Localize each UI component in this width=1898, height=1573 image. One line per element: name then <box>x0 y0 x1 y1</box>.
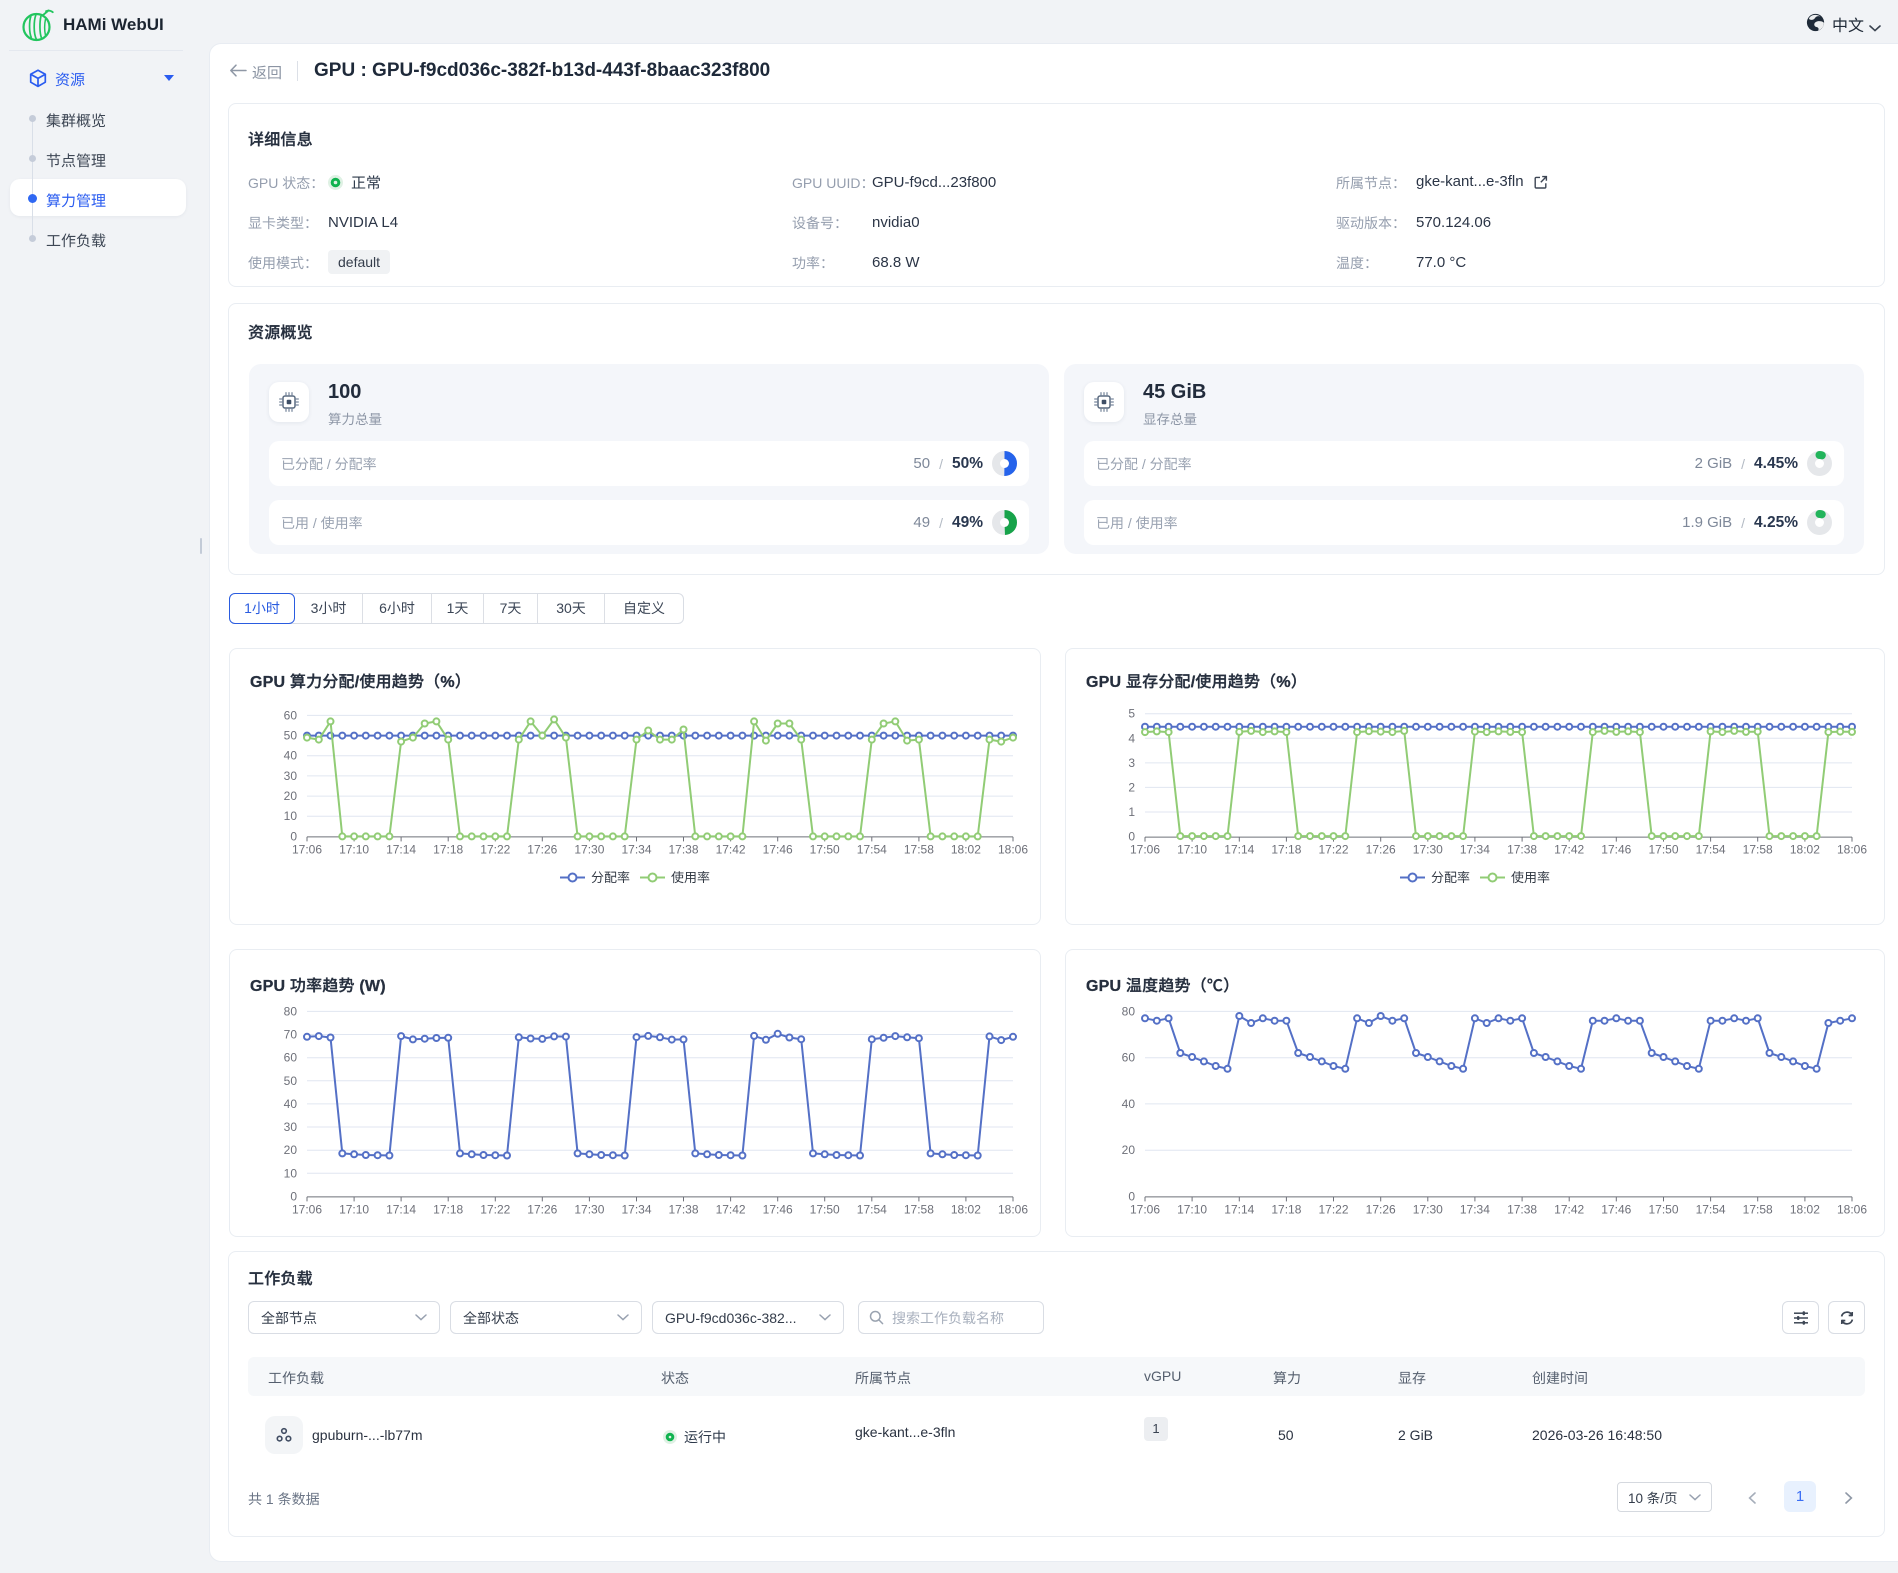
svg-text:20: 20 <box>284 789 298 803</box>
svg-text:0: 0 <box>290 829 297 843</box>
svg-text:使用率: 使用率 <box>1511 870 1550 885</box>
svg-text:17:54: 17:54 <box>1696 1202 1726 1216</box>
svg-text:17:06: 17:06 <box>292 1202 322 1216</box>
svg-text:17:46: 17:46 <box>763 1202 793 1216</box>
svg-text:30: 30 <box>284 1120 298 1134</box>
svg-text:17:30: 17:30 <box>574 1202 604 1216</box>
svg-text:分配率: 分配率 <box>591 870 630 885</box>
svg-text:17:22: 17:22 <box>480 1202 510 1216</box>
svg-text:17:10: 17:10 <box>339 842 369 856</box>
svg-text:17:30: 17:30 <box>1413 843 1443 857</box>
svg-text:17:42: 17:42 <box>716 842 746 856</box>
svg-text:17:46: 17:46 <box>1601 843 1631 857</box>
svg-text:17:26: 17:26 <box>1366 1202 1396 1216</box>
svg-text:50: 50 <box>284 729 298 743</box>
svg-text:18:06: 18:06 <box>998 1202 1028 1216</box>
svg-text:17:06: 17:06 <box>1130 843 1160 857</box>
svg-text:17:38: 17:38 <box>1507 843 1537 857</box>
svg-text:17:42: 17:42 <box>1554 843 1584 857</box>
svg-text:使用率: 使用率 <box>671 870 710 885</box>
svg-text:17:18: 17:18 <box>1271 843 1301 857</box>
svg-text:17:54: 17:54 <box>857 1202 887 1216</box>
svg-text:17:10: 17:10 <box>1177 1202 1207 1216</box>
svg-text:0: 0 <box>1128 830 1135 844</box>
svg-text:17:46: 17:46 <box>763 842 793 856</box>
svg-text:17:50: 17:50 <box>810 1202 840 1216</box>
svg-text:17:18: 17:18 <box>433 1202 463 1216</box>
svg-text:0: 0 <box>1128 1189 1135 1203</box>
svg-text:30: 30 <box>284 769 298 783</box>
svg-text:4: 4 <box>1128 731 1135 745</box>
svg-text:17:26: 17:26 <box>527 842 557 856</box>
svg-text:17:58: 17:58 <box>1743 843 1773 857</box>
svg-text:17:34: 17:34 <box>1460 1202 1490 1216</box>
svg-text:17:14: 17:14 <box>386 842 416 856</box>
svg-text:60: 60 <box>284 1051 298 1065</box>
svg-text:17:42: 17:42 <box>716 1202 746 1216</box>
svg-text:70: 70 <box>284 1028 298 1042</box>
svg-text:17:14: 17:14 <box>386 1202 416 1216</box>
svg-text:10: 10 <box>284 809 298 823</box>
svg-text:17:10: 17:10 <box>339 1202 369 1216</box>
svg-text:3: 3 <box>1128 756 1135 770</box>
svg-text:18:06: 18:06 <box>1837 843 1867 857</box>
svg-text:17:22: 17:22 <box>1318 1202 1348 1216</box>
svg-text:17:42: 17:42 <box>1554 1202 1584 1216</box>
svg-text:18:02: 18:02 <box>951 1202 981 1216</box>
svg-text:40: 40 <box>284 749 298 763</box>
svg-text:17:50: 17:50 <box>810 842 840 856</box>
svg-text:17:50: 17:50 <box>1648 843 1678 857</box>
svg-text:17:22: 17:22 <box>480 842 510 856</box>
svg-text:17:46: 17:46 <box>1601 1202 1631 1216</box>
svg-text:2: 2 <box>1128 780 1135 794</box>
svg-text:17:54: 17:54 <box>1696 843 1726 857</box>
svg-text:17:06: 17:06 <box>292 842 322 856</box>
svg-text:40: 40 <box>1122 1097 1136 1111</box>
svg-text:17:34: 17:34 <box>1460 843 1490 857</box>
svg-text:40: 40 <box>284 1097 298 1111</box>
svg-text:20: 20 <box>1122 1143 1136 1157</box>
svg-text:80: 80 <box>1122 1004 1136 1018</box>
svg-text:10: 10 <box>284 1166 298 1180</box>
svg-text:17:14: 17:14 <box>1224 1202 1254 1216</box>
svg-text:17:34: 17:34 <box>621 1202 651 1216</box>
svg-text:17:58: 17:58 <box>904 1202 934 1216</box>
svg-text:17:38: 17:38 <box>1507 1202 1537 1216</box>
svg-text:1: 1 <box>1128 805 1135 819</box>
svg-text:20: 20 <box>284 1143 298 1157</box>
svg-text:17:10: 17:10 <box>1177 843 1207 857</box>
svg-text:17:54: 17:54 <box>857 842 887 856</box>
svg-text:17:50: 17:50 <box>1648 1202 1678 1216</box>
svg-text:17:26: 17:26 <box>1366 843 1396 857</box>
svg-text:17:30: 17:30 <box>1413 1202 1443 1216</box>
svg-text:17:06: 17:06 <box>1130 1202 1160 1216</box>
svg-text:18:02: 18:02 <box>1790 843 1820 857</box>
svg-text:18:06: 18:06 <box>998 842 1028 856</box>
svg-text:60: 60 <box>284 708 298 722</box>
svg-text:60: 60 <box>1122 1051 1136 1065</box>
svg-text:5: 5 <box>1128 707 1135 721</box>
svg-text:17:58: 17:58 <box>904 842 934 856</box>
svg-text:17:38: 17:38 <box>668 842 698 856</box>
svg-text:分配率: 分配率 <box>1431 870 1470 885</box>
svg-text:80: 80 <box>284 1004 298 1018</box>
svg-text:18:02: 18:02 <box>951 842 981 856</box>
svg-text:0: 0 <box>290 1189 297 1203</box>
svg-text:18:06: 18:06 <box>1837 1202 1867 1216</box>
svg-text:17:18: 17:18 <box>1271 1202 1301 1216</box>
svg-text:17:58: 17:58 <box>1743 1202 1773 1216</box>
svg-text:17:14: 17:14 <box>1224 843 1254 857</box>
svg-text:17:34: 17:34 <box>621 842 651 856</box>
svg-text:50: 50 <box>284 1074 298 1088</box>
svg-text:17:18: 17:18 <box>433 842 463 856</box>
svg-text:17:38: 17:38 <box>668 1202 698 1216</box>
svg-text:17:30: 17:30 <box>574 842 604 856</box>
svg-text:18:02: 18:02 <box>1790 1202 1820 1216</box>
svg-text:17:26: 17:26 <box>527 1202 557 1216</box>
svg-text:17:22: 17:22 <box>1318 843 1348 857</box>
